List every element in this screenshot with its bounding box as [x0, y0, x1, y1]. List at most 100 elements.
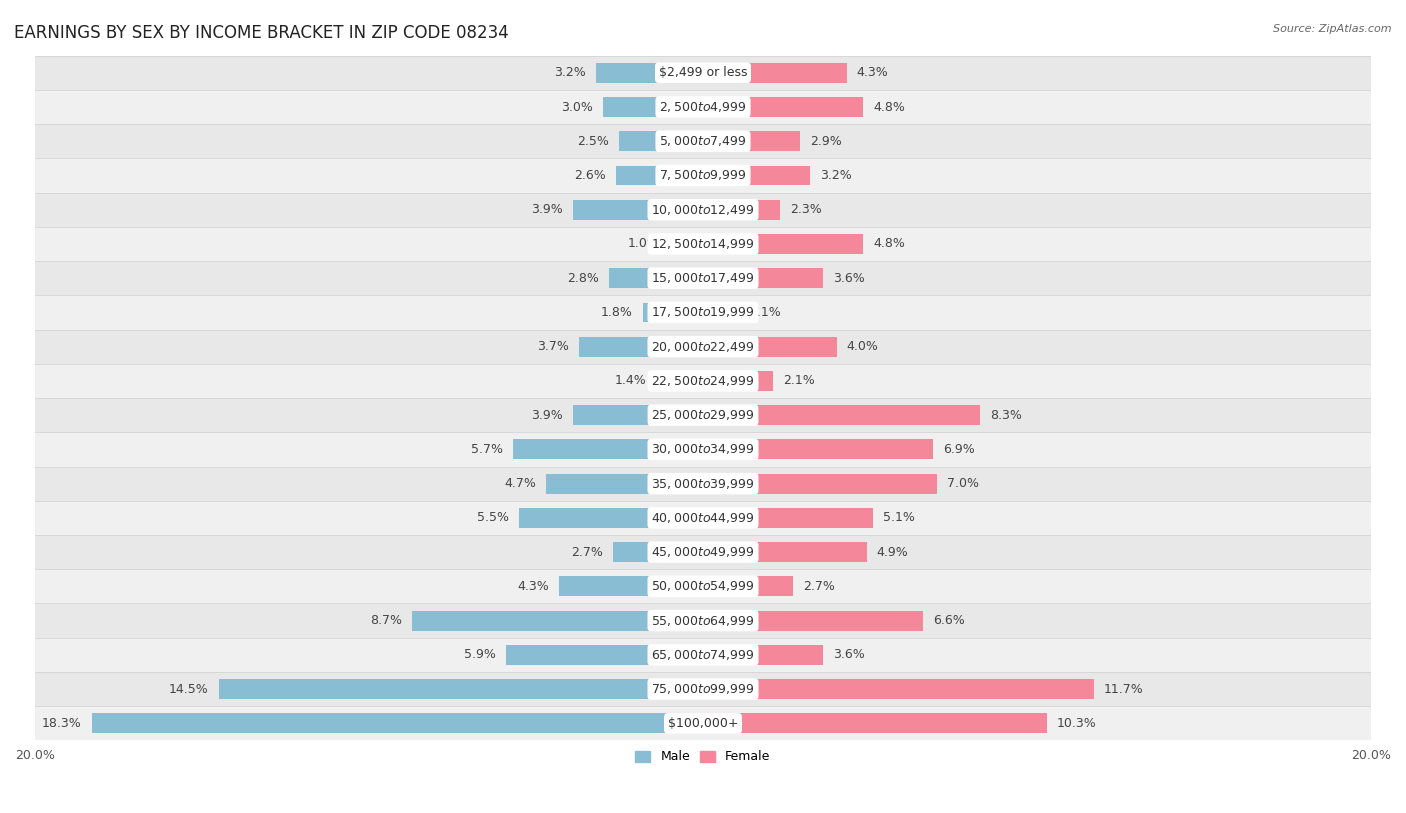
Text: 18.3%: 18.3% [42, 717, 82, 730]
Text: $7,500 to $9,999: $7,500 to $9,999 [659, 168, 747, 182]
Text: 3.6%: 3.6% [834, 648, 865, 661]
Bar [579, 337, 703, 357]
Text: $55,000 to $64,999: $55,000 to $64,999 [651, 614, 755, 628]
Text: Source: ZipAtlas.com: Source: ZipAtlas.com [1274, 24, 1392, 34]
Text: EARNINGS BY SEX BY INCOME BRACKET IN ZIP CODE 08234: EARNINGS BY SEX BY INCOME BRACKET IN ZIP… [14, 24, 509, 42]
Text: 5.9%: 5.9% [464, 648, 496, 661]
Bar [603, 97, 703, 117]
Bar [35, 227, 1371, 261]
Text: 4.8%: 4.8% [873, 237, 905, 250]
Text: $65,000 to $74,999: $65,000 to $74,999 [651, 648, 755, 662]
Bar [35, 603, 1371, 637]
Bar [703, 405, 980, 425]
Bar [412, 611, 703, 631]
Bar [643, 302, 703, 323]
Bar [703, 371, 773, 391]
Text: $5,000 to $7,499: $5,000 to $7,499 [659, 134, 747, 148]
Bar [613, 542, 703, 562]
Text: 8.7%: 8.7% [370, 614, 402, 627]
Bar [620, 132, 703, 151]
Text: 6.6%: 6.6% [934, 614, 966, 627]
Text: 6.9%: 6.9% [943, 443, 976, 456]
Text: 4.7%: 4.7% [505, 477, 536, 490]
Text: $100,000+: $100,000+ [668, 717, 738, 730]
Bar [35, 159, 1371, 193]
Text: $45,000 to $49,999: $45,000 to $49,999 [651, 545, 755, 559]
Bar [703, 508, 873, 528]
Bar [703, 302, 740, 323]
Bar [703, 234, 863, 254]
Bar [35, 467, 1371, 501]
Text: 2.8%: 2.8% [568, 272, 599, 285]
Text: $17,500 to $19,999: $17,500 to $19,999 [651, 306, 755, 320]
Text: 11.7%: 11.7% [1104, 683, 1143, 696]
Bar [703, 611, 924, 631]
Text: 5.1%: 5.1% [883, 511, 915, 524]
Bar [519, 508, 703, 528]
Bar [703, 200, 780, 220]
Bar [219, 679, 703, 699]
Text: 3.9%: 3.9% [531, 203, 562, 216]
Text: 10.3%: 10.3% [1057, 717, 1097, 730]
Bar [703, 542, 866, 562]
Bar [35, 672, 1371, 706]
Text: 1.8%: 1.8% [600, 306, 633, 319]
Text: 2.9%: 2.9% [810, 135, 842, 148]
Text: $2,500 to $4,999: $2,500 to $4,999 [659, 100, 747, 114]
Bar [35, 295, 1371, 329]
Text: 1.4%: 1.4% [614, 375, 647, 388]
Bar [35, 363, 1371, 398]
Bar [35, 90, 1371, 124]
Text: 2.5%: 2.5% [578, 135, 609, 148]
Text: 3.6%: 3.6% [834, 272, 865, 285]
Bar [657, 371, 703, 391]
Text: $22,500 to $24,999: $22,500 to $24,999 [651, 374, 755, 388]
Bar [703, 268, 824, 288]
Text: 1.1%: 1.1% [749, 306, 782, 319]
Bar [703, 166, 810, 185]
Text: 2.6%: 2.6% [575, 169, 606, 182]
Text: 3.9%: 3.9% [531, 409, 562, 422]
Bar [35, 535, 1371, 569]
Text: $50,000 to $54,999: $50,000 to $54,999 [651, 580, 755, 593]
Bar [572, 405, 703, 425]
Bar [669, 234, 703, 254]
Text: $15,000 to $17,499: $15,000 to $17,499 [651, 272, 755, 285]
Bar [35, 193, 1371, 227]
Bar [35, 569, 1371, 603]
Bar [35, 398, 1371, 433]
Bar [572, 200, 703, 220]
Text: $35,000 to $39,999: $35,000 to $39,999 [651, 476, 755, 490]
Bar [35, 329, 1371, 363]
Text: 4.3%: 4.3% [517, 580, 550, 593]
Text: 5.5%: 5.5% [477, 511, 509, 524]
Bar [703, 440, 934, 459]
Bar [546, 474, 703, 493]
Text: 3.2%: 3.2% [554, 67, 586, 80]
Bar [35, 637, 1371, 672]
Bar [35, 124, 1371, 159]
Text: 4.0%: 4.0% [846, 340, 879, 353]
Text: 4.8%: 4.8% [873, 101, 905, 114]
Text: $75,000 to $99,999: $75,000 to $99,999 [651, 682, 755, 696]
Text: 2.7%: 2.7% [571, 546, 603, 559]
Bar [35, 261, 1371, 295]
Text: $10,000 to $12,499: $10,000 to $12,499 [651, 202, 755, 217]
Bar [513, 440, 703, 459]
Bar [596, 63, 703, 83]
Text: 3.0%: 3.0% [561, 101, 593, 114]
Text: 2.3%: 2.3% [790, 203, 821, 216]
Text: 3.2%: 3.2% [820, 169, 852, 182]
Text: 4.3%: 4.3% [856, 67, 889, 80]
Bar [506, 645, 703, 665]
Text: 14.5%: 14.5% [169, 683, 208, 696]
Text: 2.1%: 2.1% [783, 375, 815, 388]
Text: 8.3%: 8.3% [990, 409, 1022, 422]
Bar [35, 706, 1371, 741]
Bar [703, 132, 800, 151]
Text: 3.7%: 3.7% [537, 340, 569, 353]
Bar [703, 645, 824, 665]
Text: $2,499 or less: $2,499 or less [659, 67, 747, 80]
Bar [703, 474, 936, 493]
Bar [609, 268, 703, 288]
